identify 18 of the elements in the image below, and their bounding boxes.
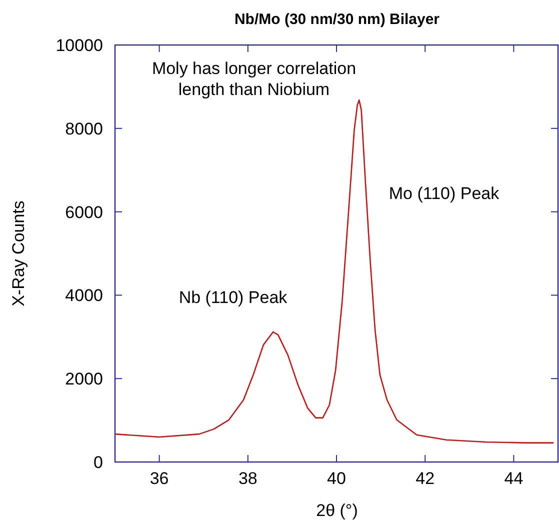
y-axis-title: X-Ray Counts <box>9 200 28 306</box>
y-tick-label: 0 <box>94 453 103 472</box>
chart-title: Nb/Mo (30 nm/30 nm) Bilayer <box>234 11 440 28</box>
x-tick-label: 42 <box>416 469 435 488</box>
line-series <box>115 99 554 444</box>
x-tick-label: 40 <box>327 469 346 488</box>
y-tick-label: 4000 <box>65 286 103 306</box>
y-tick-label: 6000 <box>65 202 103 222</box>
y-tick-label: 2000 <box>65 370 103 389</box>
annotation: Mo (110) Peak <box>388 184 500 203</box>
x-axis-title: 2θ (°) <box>316 501 358 520</box>
y-tick-label: 10000 <box>56 36 103 55</box>
y-tick-label: 8000 <box>65 119 103 138</box>
x-tick-label: 44 <box>504 469 524 488</box>
annotation: Moly has longer correlation length than Niobium <box>152 59 356 99</box>
x-tick-label: 38 <box>238 469 258 488</box>
x-tick-label: 36 <box>150 469 169 488</box>
annotation: Nb (110) Peak <box>178 288 288 307</box>
